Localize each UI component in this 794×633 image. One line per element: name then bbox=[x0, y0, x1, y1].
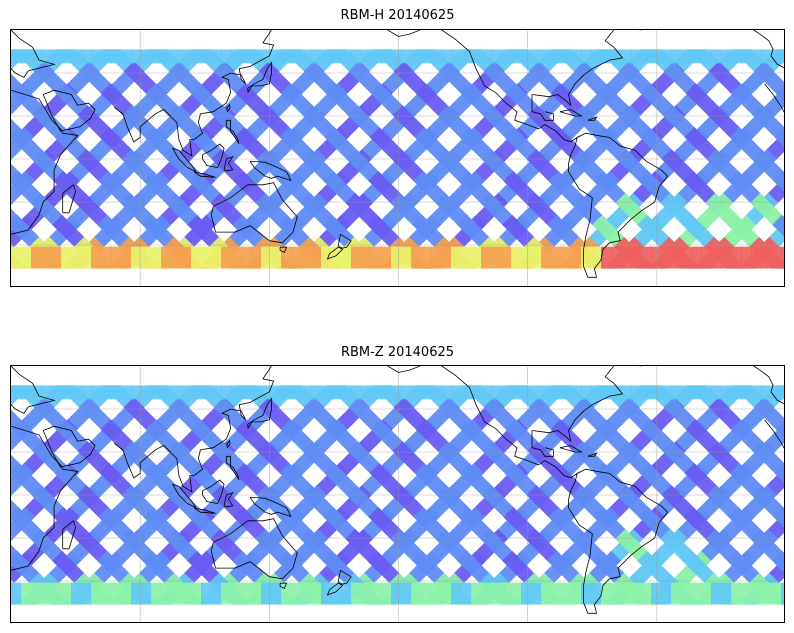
panel-title-rbm-h: RBM-H 20140625 bbox=[340, 8, 455, 23]
coastlines bbox=[11, 30, 784, 278]
swath-layer bbox=[11, 49, 784, 269]
map-panel-rbm-z bbox=[10, 365, 785, 623]
map-canvas-rbm-z bbox=[11, 366, 784, 622]
map-canvas-rbm-h bbox=[11, 30, 784, 286]
swath-layer bbox=[11, 385, 784, 605]
gridlines bbox=[11, 30, 784, 286]
gridlines bbox=[11, 366, 784, 622]
panel-title-rbm-z: RBM-Z 20140625 bbox=[340, 345, 455, 360]
map-panel-rbm-h bbox=[10, 29, 785, 287]
coastlines bbox=[11, 366, 784, 614]
